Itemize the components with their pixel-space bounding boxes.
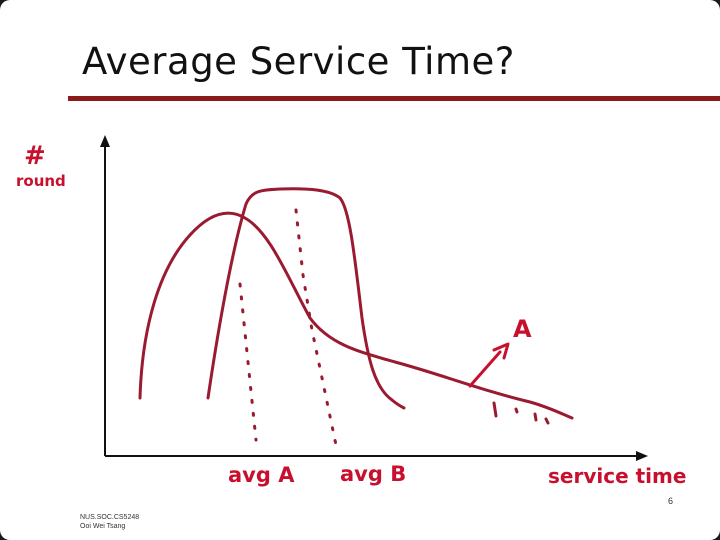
avg-b-label: avg B	[340, 462, 406, 486]
tail-marks	[492, 401, 550, 425]
curve-a-label: A	[513, 315, 532, 343]
curve-a	[138, 211, 574, 420]
slide-title: Average Service Time?	[82, 40, 515, 83]
footer-author: Ooi Wei Tsang	[80, 523, 126, 530]
avg-a-dotted-line	[238, 282, 258, 442]
y-axis-hash-label: #	[24, 141, 46, 171]
avg-a-label: avg A	[228, 463, 295, 487]
title-underline	[68, 96, 720, 101]
curve-b	[206, 187, 406, 410]
x-axis-arrowhead	[636, 451, 648, 461]
y-axis-round-label: round	[16, 172, 66, 190]
x-axis-service-time-label: service time	[548, 464, 686, 488]
page-number: 6	[668, 496, 674, 506]
avg-b-dotted-line	[294, 208, 338, 447]
y-axis-arrowhead	[100, 135, 110, 147]
slide-footer: NUS.SOC.CS5248 Ooi Wei Tsang	[80, 513, 139, 531]
curve-a-pointer-arrow	[468, 342, 510, 388]
footer-course: NUS.SOC.CS5248	[80, 514, 140, 521]
